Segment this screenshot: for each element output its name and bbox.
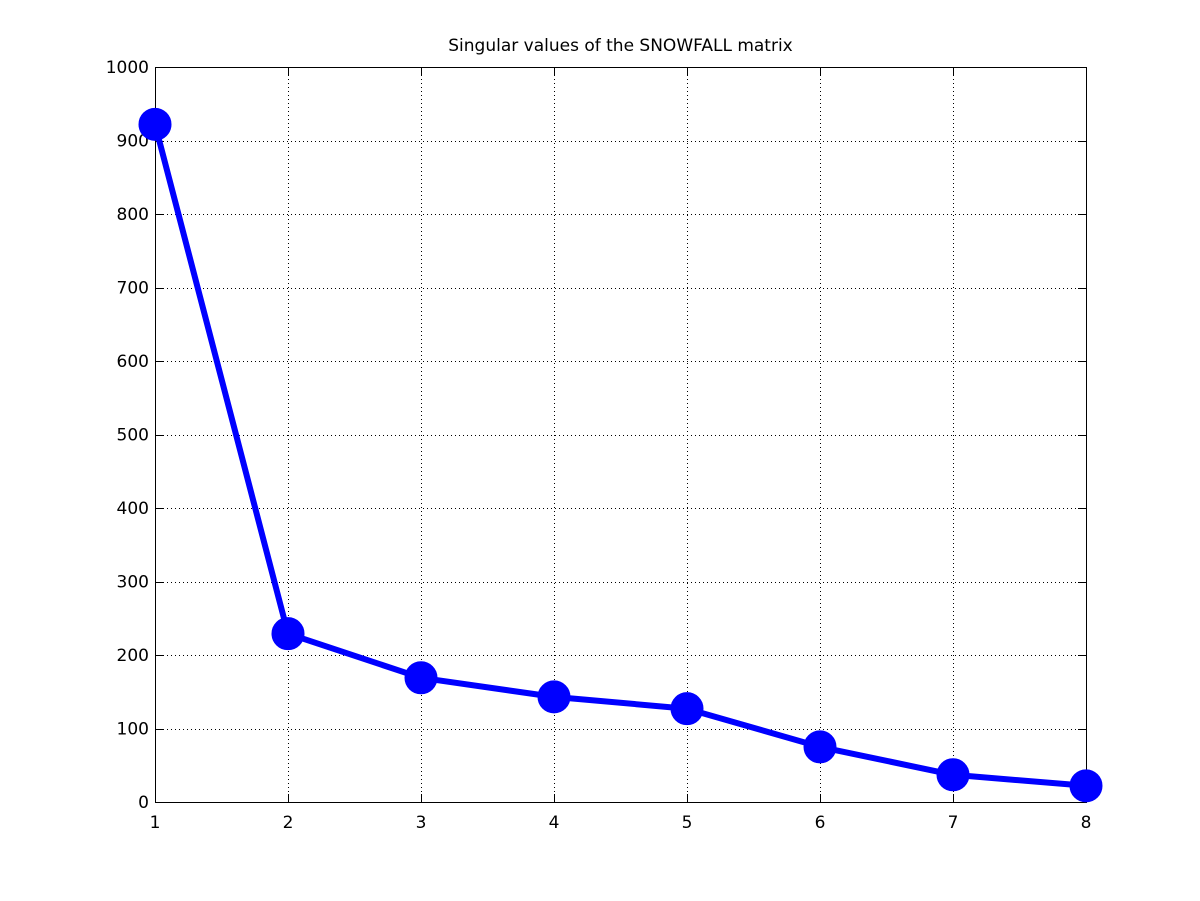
series-line [152,121,1089,789]
x-axis-tick-labels: 1 2 3 4 5 6 7 8 [150,813,1092,833]
y-tick-label: 400 [117,499,149,519]
y-tick-label: 200 [117,646,149,666]
data-point-marker [670,692,704,726]
data-point-marker [138,107,172,141]
x-tick-label: 7 [948,813,959,833]
y-tick-label: 300 [117,573,149,593]
data-point-marker [936,758,970,792]
data-point-marker [404,661,438,695]
x-tick-label: 1 [150,813,161,833]
y-axis-tick-labels: 0 100 200 300 400 500 600 700 800 900 1000 [106,58,149,813]
y-tick-label: 700 [117,279,149,299]
y-tick-label: 800 [117,205,149,225]
y-tick-label: 100 [117,720,149,740]
y-tick-label: 500 [117,426,149,446]
x-tick-label: 2 [283,813,294,833]
x-tick-label: 6 [815,813,826,833]
data-point-marker [271,617,305,651]
y-tick-label: 600 [117,352,149,372]
x-tick-label: 3 [416,813,427,833]
chart-title: Singular values of the SNOWFALL matrix [448,36,792,56]
y-tick-label: 0 [138,793,149,813]
plot-area [155,67,1086,802]
x-tick-label: 8 [1081,813,1092,833]
data-series [138,107,1103,803]
data-point-marker [1069,769,1103,803]
x-tick-label: 5 [682,813,693,833]
axis-ticks [155,67,1087,803]
y-tick-label: 1000 [106,58,149,78]
x-tick-label: 4 [549,813,560,833]
data-point-marker [803,730,837,764]
y-tick-label: 900 [117,132,149,152]
data-point-marker [537,680,571,714]
